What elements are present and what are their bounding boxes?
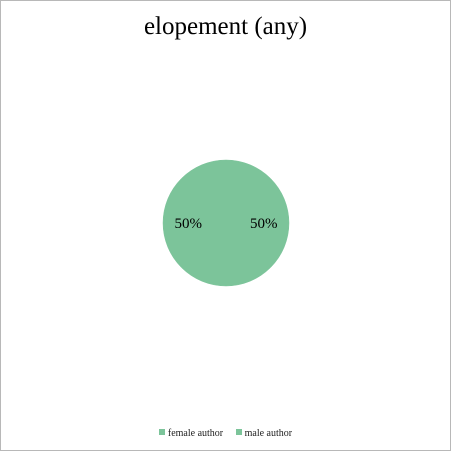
data-label-male-author: 50% — [174, 216, 202, 232]
legend: female author male author — [0, 428, 451, 439]
legend-swatch-female-author — [158, 429, 165, 435]
pie-slices — [162, 159, 290, 287]
legend-item-male-author: male author — [235, 428, 293, 439]
legend-swatch-male-author — [235, 429, 242, 435]
pie-slice-female-author — [225, 159, 290, 287]
legend-item-female-author: female author — [158, 428, 224, 439]
legend-label-male-author: male author — [244, 428, 293, 439]
pie-data-labels: 50% 50% — [174, 216, 277, 232]
legend-label-female-author: female author — [167, 428, 224, 439]
data-label-female-author: 50% — [250, 216, 278, 232]
chart-title: elopement (any) — [143, 13, 308, 40]
pie-slice-male-author — [162, 159, 227, 287]
